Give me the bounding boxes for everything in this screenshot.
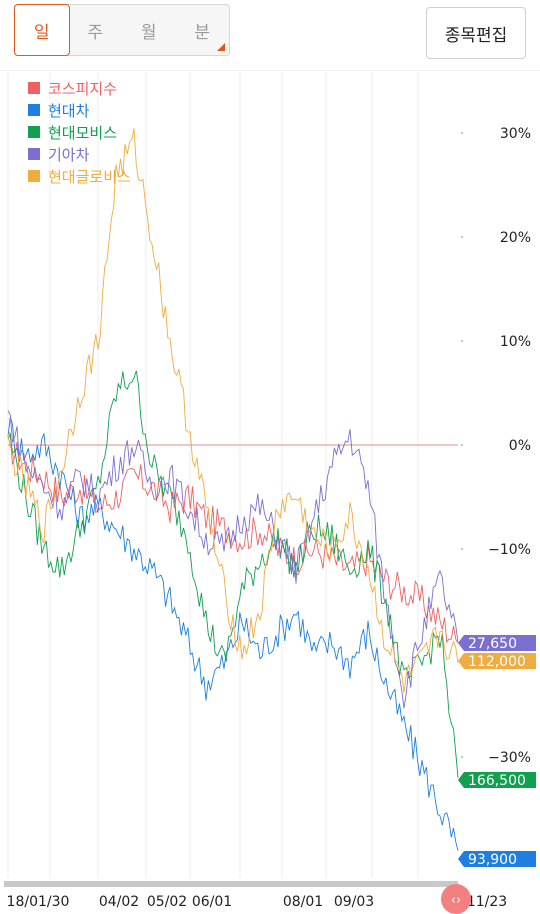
tab-week[interactable]: 주 <box>87 22 104 43</box>
legend-item: 현대차 <box>28 99 131 121</box>
chart-scrollbar[interactable] <box>4 881 458 887</box>
y-tick-label: −10% <box>488 542 531 558</box>
legend-item: 기아차 <box>28 143 131 165</box>
end-value-label: 166,500 <box>468 773 526 789</box>
x-tick-label: 08/01 <box>283 894 323 910</box>
tab-minute[interactable]: 분 <box>176 5 230 55</box>
x-tick-label: 11/23 <box>467 894 507 910</box>
end-value-label: 93,900 <box>468 852 517 868</box>
edit-stocks-button[interactable]: 종목편집 <box>426 7 526 59</box>
x-tick-label: 04/02 <box>99 894 139 910</box>
legend-swatch <box>28 170 40 182</box>
legend-label: 현대차 <box>48 101 90 120</box>
code-brackets-icon[interactable]: ‹› <box>441 884 471 914</box>
legend-label: 현대글로비스 <box>48 167 131 186</box>
end-value-label: 27,650 <box>468 636 517 652</box>
y-tick-label: 20% <box>500 230 531 246</box>
legend-swatch <box>28 104 40 116</box>
x-tick-label: 06/01 <box>192 894 232 910</box>
legend-label: 현대모비스 <box>48 123 118 142</box>
end-value-label: 112,000 <box>468 654 526 670</box>
svg-text:‹›: ‹› <box>451 893 461 908</box>
y-tick-label: 0% <box>509 438 531 454</box>
tab-month[interactable]: 월 <box>140 22 157 43</box>
legend-swatch <box>28 82 40 94</box>
end-value-tag: 112,000 <box>458 653 536 670</box>
legend-swatch <box>28 148 40 160</box>
series-line <box>7 416 459 851</box>
y-tick-dot <box>461 340 463 342</box>
y-tick-dot <box>461 236 463 238</box>
header-divider <box>0 70 540 71</box>
series-line <box>7 410 459 709</box>
series-line <box>7 431 459 644</box>
tab-day[interactable]: 일 <box>14 4 70 56</box>
y-tick-dot <box>461 132 463 134</box>
series-line <box>7 128 459 693</box>
legend-item: 현대모비스 <box>28 121 131 143</box>
legend-swatch <box>28 126 40 138</box>
y-tick-label: 10% <box>500 334 531 350</box>
y-tick-label: −30% <box>488 750 531 766</box>
y-tick-dot <box>461 444 463 446</box>
y-tick-label: 30% <box>500 126 531 142</box>
y-tick-dot <box>461 756 463 758</box>
end-value-tag: 166,500 <box>458 772 536 789</box>
x-tick-label: 05/02 <box>147 894 187 910</box>
legend-label: 코스피지수 <box>48 79 118 98</box>
legend-item: 현대글로비스 <box>28 165 131 187</box>
end-value-tag: 27,650 <box>458 635 536 652</box>
series-line <box>7 370 459 778</box>
dropdown-corner-icon <box>217 43 225 51</box>
x-tick-label: 18/01/30 <box>7 894 70 910</box>
end-value-tag: 93,900 <box>458 851 536 868</box>
period-tabs: 일 주 월 분 <box>14 4 230 56</box>
x-tick-label: 09/03 <box>334 894 374 910</box>
legend-item: 코스피지수 <box>28 77 131 99</box>
legend-label: 기아차 <box>48 145 90 164</box>
y-tick-dot <box>461 548 463 550</box>
